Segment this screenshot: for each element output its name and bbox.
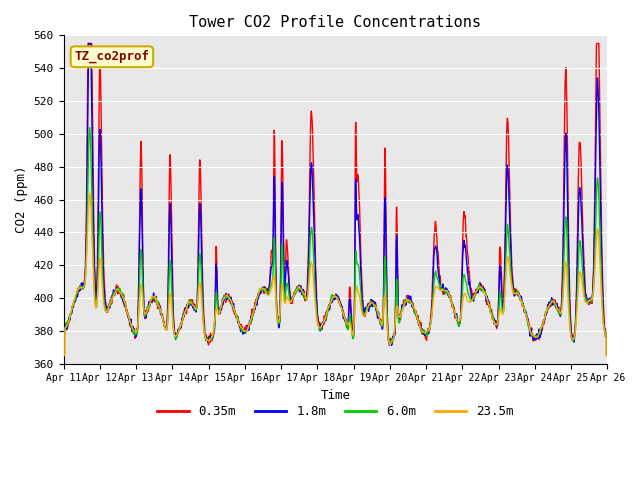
X-axis label: Time: Time (321, 389, 351, 402)
Y-axis label: CO2 (ppm): CO2 (ppm) (15, 166, 28, 233)
Title: Tower CO2 Profile Concentrations: Tower CO2 Profile Concentrations (189, 15, 481, 30)
Legend: 0.35m, 1.8m, 6.0m, 23.5m: 0.35m, 1.8m, 6.0m, 23.5m (152, 400, 518, 423)
Text: TZ_co2prof: TZ_co2prof (74, 50, 149, 63)
